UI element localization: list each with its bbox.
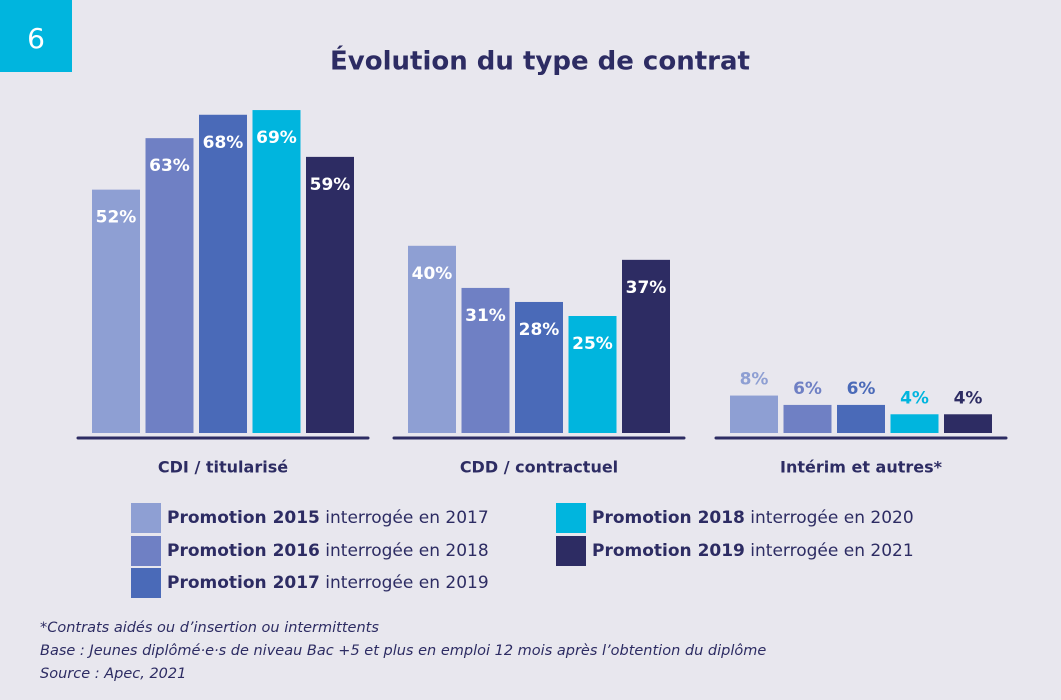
legend-swatch xyxy=(556,536,586,566)
bar xyxy=(515,301,563,433)
category-label: CDI / titularisé xyxy=(158,458,288,477)
value-label: 68% xyxy=(203,133,244,153)
value-label: 40% xyxy=(412,264,453,284)
bar xyxy=(622,259,670,433)
value-label: 4% xyxy=(900,388,929,408)
bar xyxy=(944,414,992,433)
bar xyxy=(783,404,832,433)
legend-swatch xyxy=(131,536,161,566)
bar xyxy=(837,404,885,433)
value-label: 6% xyxy=(793,379,822,399)
bar xyxy=(408,245,456,433)
legend-swatch xyxy=(131,503,161,533)
legend-label: Promotion 2018 interrogée en 2020 xyxy=(592,508,914,528)
bar xyxy=(730,395,778,433)
legend-name: Promotion 2019 xyxy=(592,541,745,561)
value-label: 28% xyxy=(519,320,560,340)
value-label: 25% xyxy=(572,334,613,354)
footnote: Source : Apec, 2021 xyxy=(40,666,186,682)
value-label: 4% xyxy=(954,388,983,408)
chart-title: Évolution du type de contrat xyxy=(330,45,750,77)
bar xyxy=(890,414,939,433)
legend-label: Promotion 2015 interrogée en 2017 xyxy=(167,508,489,528)
bar xyxy=(306,156,354,433)
bar xyxy=(252,110,301,433)
legend-label: Promotion 2016 interrogée en 2018 xyxy=(167,541,489,561)
legend-note: interrogée en 2019 xyxy=(325,573,488,593)
category-label: Intérim et autres* xyxy=(780,458,943,477)
legend-note: interrogée en 2017 xyxy=(325,508,488,528)
legend-name: Promotion 2015 xyxy=(167,508,320,528)
legend-swatch xyxy=(131,568,161,598)
bar xyxy=(568,316,617,433)
legend-note: interrogée en 2018 xyxy=(325,541,488,561)
bar xyxy=(199,114,247,433)
value-label: 52% xyxy=(96,208,137,228)
legend-label: Promotion 2017 interrogée en 2019 xyxy=(167,573,489,593)
footnote: *Contrats aidés ou d’insertion ou interm… xyxy=(40,620,379,636)
legend-label: Promotion 2019 interrogée en 2021 xyxy=(592,541,914,561)
legend-name: Promotion 2017 xyxy=(167,573,320,593)
legend-name: Promotion 2018 xyxy=(592,508,745,528)
legend-name: Promotion 2016 xyxy=(167,541,320,561)
category-label: CDD / contractuel xyxy=(460,458,618,477)
value-label: 6% xyxy=(847,379,876,399)
legend-swatch xyxy=(556,503,586,533)
legend-note: interrogée en 2020 xyxy=(750,508,913,528)
value-label: 59% xyxy=(310,175,351,195)
value-label: 63% xyxy=(149,156,190,176)
footnote: Base : Jeunes diplômé·e·s de niveau Bac … xyxy=(40,643,766,659)
badge-box xyxy=(0,0,72,72)
value-label: 8% xyxy=(740,370,769,390)
bar xyxy=(461,287,510,433)
bar xyxy=(92,189,140,433)
value-label: 31% xyxy=(465,306,506,326)
badge-number: 6 xyxy=(27,22,45,55)
bar xyxy=(145,138,194,433)
legend-note: interrogée en 2021 xyxy=(750,541,913,561)
value-label: 37% xyxy=(626,278,667,298)
value-label: 69% xyxy=(256,128,297,148)
